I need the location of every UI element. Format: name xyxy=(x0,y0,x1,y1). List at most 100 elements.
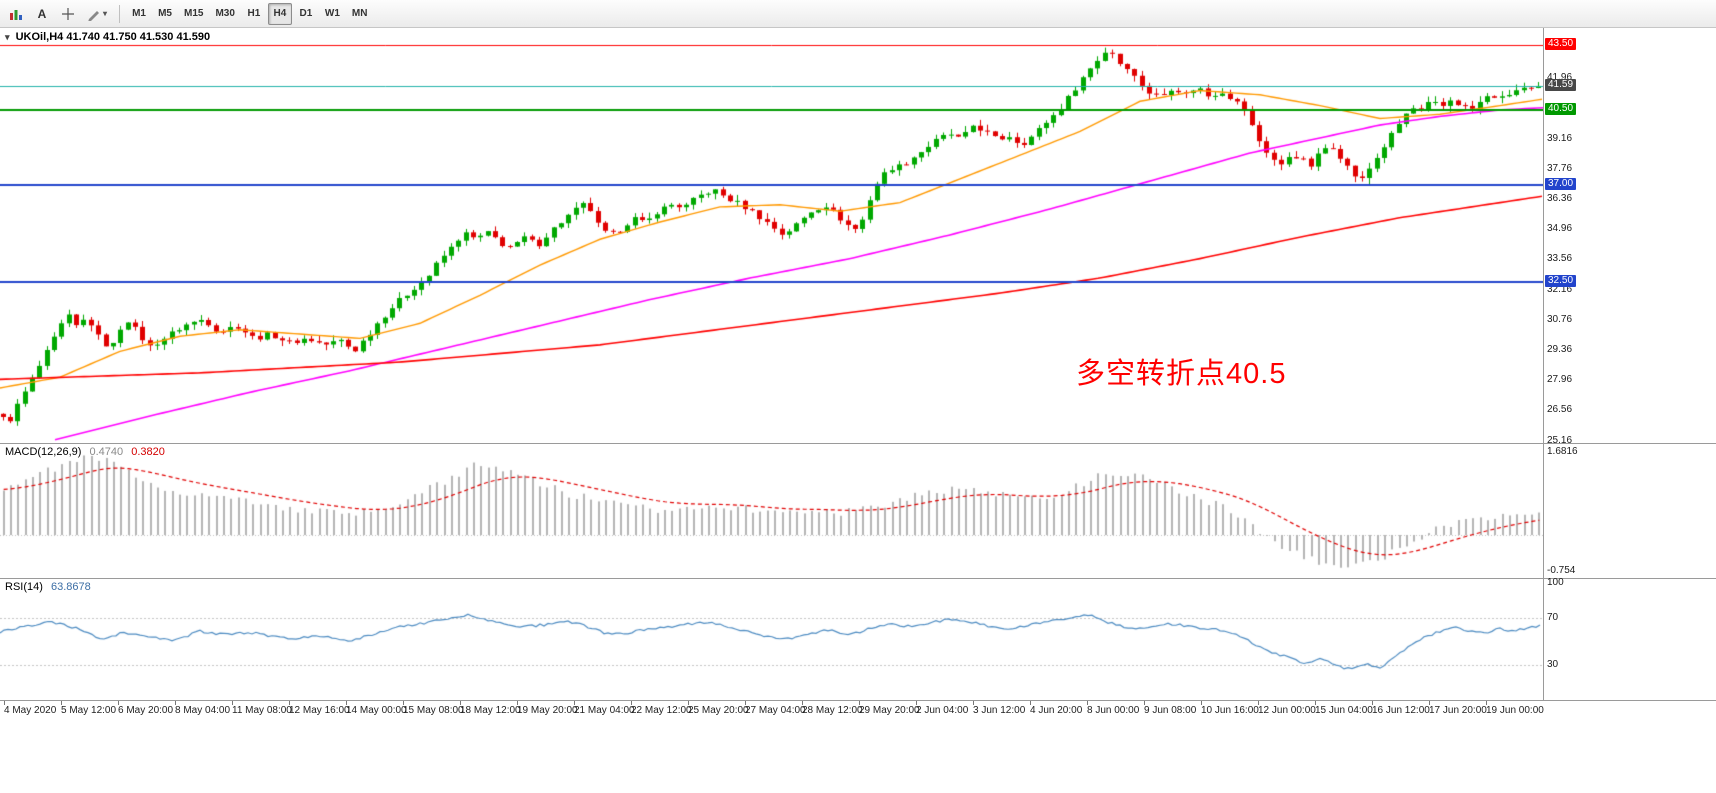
time-tick-mark xyxy=(517,701,518,705)
rsi-level-label: 30 xyxy=(1547,659,1559,671)
time-tick-label: 16 Jun 12:00 xyxy=(1372,705,1430,716)
timeframe-h1-button[interactable]: H1 xyxy=(247,8,261,19)
text-tool-icon[interactable]: A xyxy=(30,3,54,25)
symbol-label: UKOil,H4 xyxy=(15,31,64,43)
time-tick-mark xyxy=(61,701,62,705)
price-line-badge: 32.50 xyxy=(1545,275,1577,288)
time-tick-label: 29 May 20:00 xyxy=(859,705,920,716)
rsi-value: 63.8678 xyxy=(50,581,91,593)
time-tick-label: 5 May 12:00 xyxy=(61,705,117,716)
bar-chart-glyph xyxy=(10,9,22,20)
time-tick-mark xyxy=(346,701,347,705)
price-tick-label: 25.16 xyxy=(1547,434,1573,446)
time-tick-mark xyxy=(1258,701,1259,705)
time-tick-label: 17 Jun 20:00 xyxy=(1429,705,1487,716)
price-line-badge: 43.50 xyxy=(1545,38,1577,51)
time-tick-mark xyxy=(745,701,746,705)
price-tick-label: 29.36 xyxy=(1547,344,1573,356)
time-tick-label: 11 May 08:00 xyxy=(232,705,292,716)
timeframe-m15-button[interactable]: M15 xyxy=(184,8,204,19)
time-tick-label: 10 Jun 16:00 xyxy=(1201,705,1259,716)
time-tick-label: 6 May 20:00 xyxy=(118,705,174,716)
main-chart-canvas[interactable] xyxy=(0,28,1543,444)
timeframe-m30-button[interactable]: M30 xyxy=(215,8,235,19)
pencil-glyph xyxy=(88,10,99,21)
time-tick-mark xyxy=(118,701,119,705)
time-tick-label: 2 Jun 04:00 xyxy=(916,705,969,716)
timeframe-d1-button[interactable]: D1 xyxy=(299,8,313,19)
collapse-arrow-icon[interactable]: ▾ xyxy=(5,32,10,42)
time-tick-mark xyxy=(1087,701,1088,705)
crosshair-icon[interactable] xyxy=(56,3,80,25)
time-tick-mark xyxy=(175,701,176,705)
main-price-axis[interactable]: 41.96 39.16 37.76 36.36 34.96 33.56 32.16 30.76… xyxy=(1544,28,1715,446)
time-tick-mark xyxy=(1429,701,1430,705)
price-tick-label: 41.96 xyxy=(1547,72,1573,84)
macd-axis-min: -0.754 xyxy=(1547,565,1576,576)
time-tick-mark xyxy=(574,701,575,705)
time-tick-label: 8 Jun 00:00 xyxy=(1087,705,1140,716)
timeframe-m1-button[interactable]: M1 xyxy=(132,8,146,19)
time-tick-label: 14 May 00:00 xyxy=(346,705,407,716)
chevron-down-icon: ▾ xyxy=(103,9,108,18)
timeframe-h4-button[interactable]: H4 xyxy=(267,2,292,25)
rsi-canvas[interactable] xyxy=(0,579,1543,701)
time-tick-mark xyxy=(289,701,290,705)
macd-axis-max: 1.6816 xyxy=(1547,446,1578,457)
time-tick-mark xyxy=(631,701,632,705)
time-tick-label: 4 May 2020 xyxy=(4,705,57,716)
macd-axis[interactable]: 1.6816 -0.754 xyxy=(1544,444,1715,578)
macd-main-value: 0.4740 xyxy=(89,446,124,458)
price-tick-label: 32.16 xyxy=(1547,283,1573,295)
draw-tools-icon[interactable]: ▾ xyxy=(82,3,112,25)
timeframe-mn-button[interactable]: MN xyxy=(351,8,368,19)
time-tick-mark xyxy=(1372,701,1373,705)
price-tick-label: 39.16 xyxy=(1547,132,1573,144)
time-axis[interactable]: 4 May 2020 5 May 12:00 6 May 20:00 8 May 04… xyxy=(0,701,1716,793)
chart-title: ▾ UKOil,H4 41.740 41.750 41.530 41.590 xyxy=(5,31,210,43)
price-line-badge: 40.50 xyxy=(1545,102,1577,115)
timeframe-w1-button[interactable]: W1 xyxy=(324,8,340,19)
time-tick-label: 3 Jun 12:00 xyxy=(973,705,1026,716)
crosshair-glyph xyxy=(62,7,74,20)
price-tick-label: 33.56 xyxy=(1547,253,1573,265)
macd-name: MACD(12,26,9) xyxy=(5,446,82,458)
rsi-level-label: 100 xyxy=(1547,576,1564,588)
price-tick-label: 26.56 xyxy=(1547,404,1573,416)
toolbar-separator xyxy=(119,4,121,23)
time-tick-label: 21 May 04:00 xyxy=(574,705,635,716)
price-tick-label: 30.76 xyxy=(1547,313,1573,325)
time-tick-label: 18 May 12:00 xyxy=(460,705,521,716)
price-tick-label: 27.96 xyxy=(1547,374,1573,386)
time-tick-mark xyxy=(403,701,404,705)
chart-area: ▾ UKOil,H4 41.740 41.750 41.530 41.590 多… xyxy=(0,28,1716,793)
time-tick-mark xyxy=(1201,701,1202,705)
price-line-badge: 37.00 xyxy=(1545,178,1577,191)
price-tick-label: 34.96 xyxy=(1547,223,1573,235)
price-axis-separator xyxy=(1543,28,1544,701)
time-tick-label: 15 Jun 04:00 xyxy=(1315,705,1373,716)
macd-panel: MACD(12,26,9) 0.4740 0.3820 1.6816 -0.75… xyxy=(0,444,1716,579)
time-tick-label: 27 May 04:00 xyxy=(745,705,806,716)
rsi-level-label: 70 xyxy=(1547,612,1559,624)
time-tick-mark xyxy=(859,701,860,705)
time-tick-label: 22 May 12:00 xyxy=(631,705,692,716)
rsi-panel: RSI(14) 63.8678 100 70 30 xyxy=(0,576,1716,701)
ohlc-values: 41.740 41.750 41.530 41.590 xyxy=(66,31,211,43)
timeframe-m5-button[interactable]: M5 xyxy=(158,8,172,19)
time-tick-mark xyxy=(688,701,689,705)
price-tick-label: 37.76 xyxy=(1547,162,1573,174)
macd-canvas[interactable] xyxy=(0,444,1543,579)
time-tick-label: 19 Jun 00:00 xyxy=(1486,705,1544,716)
time-tick-mark xyxy=(1315,701,1316,705)
time-tick-label: 8 May 04:00 xyxy=(175,705,231,716)
price-tick-label: 36.36 xyxy=(1547,193,1573,205)
time-tick-label: 25 May 20:00 xyxy=(688,705,749,716)
rsi-axis[interactable]: 100 70 30 xyxy=(1544,576,1715,700)
time-tick-mark xyxy=(916,701,917,705)
time-tick-label: 28 May 12:00 xyxy=(802,705,863,716)
macd-signal-value: 0.3820 xyxy=(131,446,165,458)
time-tick-mark xyxy=(802,701,803,705)
time-tick-mark xyxy=(1144,701,1145,705)
bar-chart-icon[interactable] xyxy=(4,3,28,25)
